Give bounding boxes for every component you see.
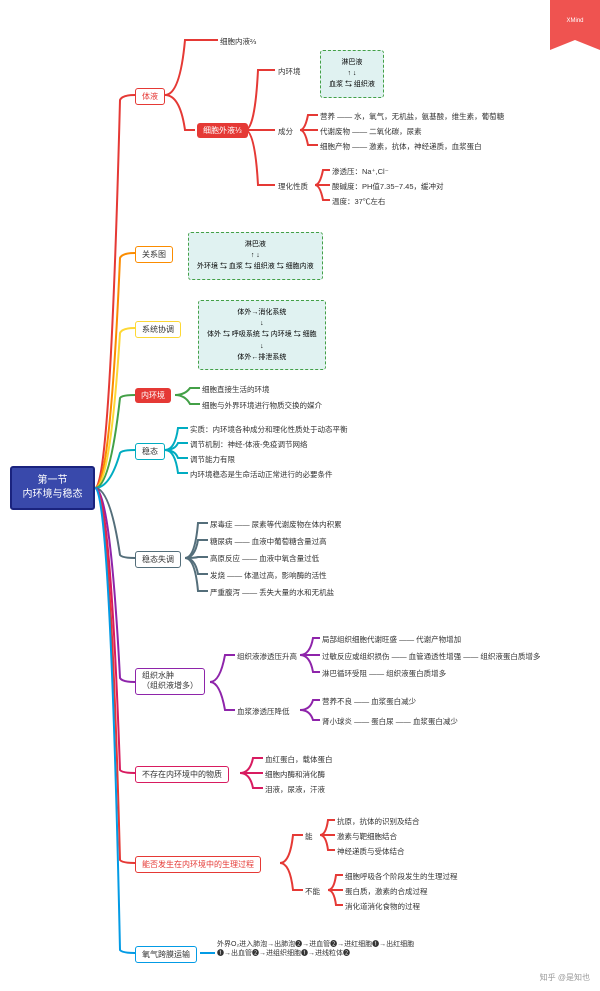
b7-21: 营养不良 —— 血浆蛋白减少: [322, 696, 416, 707]
b8-c3: 泪液，尿液，汗液: [265, 784, 325, 795]
root-node: 第一节 内环境与稳态: [10, 466, 95, 510]
b1-label: 体液: [135, 88, 165, 105]
b5-label: 稳态: [135, 443, 165, 460]
b1-232: 酸碱度：PH值7.35~7.45，缓冲对: [332, 181, 444, 192]
b1-c2-3: 理化性质: [278, 181, 308, 192]
b5-c4: 内环境稳态是生命活动正常进行的必要条件: [190, 469, 333, 480]
b7-11: 局部组织细胞代谢旺盛 —— 代谢产物增加: [322, 634, 461, 645]
b7-12: 过敏反应或组织损伤 —— 血管通透性增强 —— 组织液蛋白质增多: [322, 651, 540, 662]
b5-c3: 调节能力有限: [190, 454, 235, 465]
b1-c2-1: 内环境: [278, 66, 301, 77]
b5-c1: 实质：内环境各种成分和理化性质处于动态平衡: [190, 424, 348, 435]
b7-label: 组织水肿 （组织液增多）: [135, 668, 205, 695]
b6-label: 稳态失调: [135, 551, 181, 568]
b1-221: 营养 —— 水，氧气，无机盐，氨基酸，维生素，葡萄糖: [320, 111, 504, 122]
b9-c1: 能: [305, 831, 313, 842]
b1-231: 渗透压：Na⁺,Cl⁻: [332, 166, 389, 177]
b2-label: 关系图: [135, 246, 173, 263]
b9-22: 蛋白质，激素的合成过程: [345, 886, 428, 897]
b4-label: 内环境: [135, 388, 171, 403]
b8-c1: 血红蛋白，载体蛋白: [265, 754, 333, 765]
b1-223: 细胞产物 —— 激素，抗体，神经递质，血浆蛋白: [320, 141, 482, 152]
b7-c2: 血浆渗透压降低: [237, 706, 290, 717]
b7-22: 肾小球炎 —— 蛋白尿 —— 血浆蛋白减少: [322, 716, 458, 727]
b2-dash: 淋巴液 ↑ ↓ 外环境 ⇆ 血浆 ⇆ 组织液 ⇆ 细胞内液: [188, 232, 323, 280]
b8-label: 不存在内环境中的物质: [135, 766, 229, 783]
b3-label: 系统协调: [135, 321, 181, 338]
b9-21: 细胞呼吸各个阶段发生的生理过程: [345, 871, 458, 882]
b7-13: 淋巴循环受阻 —— 组织液蛋白质增多: [322, 668, 446, 679]
b10-label: 氧气跨膜运输: [135, 946, 197, 963]
b1-c2: 细胞外液⅓: [197, 123, 248, 138]
b8-c2: 细胞内酶和消化酶: [265, 769, 325, 780]
root-label: 第一节 内环境与稳态: [23, 474, 83, 502]
b6-c5: 严重腹泻 —— 丢失大量的水和无机盐: [210, 587, 334, 598]
b4-c1: 细胞直接生活的环境: [202, 384, 270, 395]
b1-c2-2: 成分: [278, 126, 293, 137]
b9-label: 能否发生在内环境中的生理过程: [135, 856, 261, 873]
b1-dash1: 淋巴液 ↑ ↓ 血浆 ⇆ 组织液: [320, 50, 384, 98]
b6-c1: 尿毒症 —— 尿素等代谢废物在体内积累: [210, 519, 342, 530]
b6-c4: 发烧 —— 体温过高，影响酶的活性: [210, 570, 327, 581]
b7-c1: 组织液渗透压升高: [237, 651, 297, 662]
b3-dash: 体外→消化系统 ↓ 体外 ⇆ 呼吸系统 ⇆ 内环境 ⇆ 细胞 ↓ 体外←排泄系统: [198, 300, 326, 370]
b4-c2: 细胞与外界环境进行物质交换的媒介: [202, 400, 322, 411]
b1-c1: 细胞内液⅔: [220, 36, 256, 47]
b1-222: 代谢废物 —— 二氧化碳，尿素: [320, 126, 422, 137]
zhihu-watermark: 知乎 @是知也: [540, 972, 590, 983]
xmind-watermark: XMind: [550, 0, 600, 50]
b9-12: 激素与靶细胞结合: [337, 831, 397, 842]
wm-title: XMind: [550, 18, 600, 24]
b9-11: 抗原，抗体的识别及结合: [337, 816, 420, 827]
b5-c2: 调节机制：神经-体液-免疫调节网络: [190, 439, 308, 450]
b1-233: 温度：37℃左右: [332, 196, 385, 207]
b6-c3: 高原反应 —— 血液中氧含量过低: [210, 553, 319, 564]
b6-c2: 糖尿病 —— 血液中葡萄糖含量过高: [210, 536, 327, 547]
b9-c2: 不能: [305, 886, 320, 897]
b10-detail: 外界O₂进入肺泡→出肺泡❷→进血管❷→进红细胞❶→出红细胞❶→出血管❷→进组织细…: [217, 940, 417, 958]
b9-13: 神经递质与受体结合: [337, 846, 405, 857]
b9-23: 消化道消化食物的过程: [345, 901, 420, 912]
